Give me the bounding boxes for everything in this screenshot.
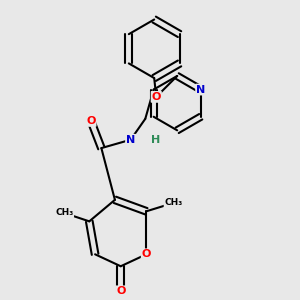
- Text: O: O: [116, 286, 125, 296]
- Text: H: H: [151, 135, 160, 145]
- Text: O: O: [86, 116, 96, 126]
- Text: N: N: [126, 135, 135, 145]
- Text: O: O: [152, 92, 161, 102]
- Text: CH₃: CH₃: [55, 208, 73, 217]
- Text: CH₃: CH₃: [164, 198, 183, 207]
- Text: O: O: [142, 249, 151, 259]
- Text: N: N: [196, 85, 205, 94]
